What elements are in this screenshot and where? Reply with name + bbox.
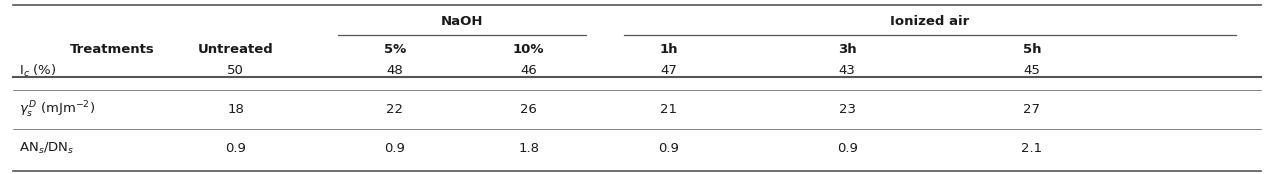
Text: 48: 48 (386, 64, 404, 77)
Text: 0.9: 0.9 (225, 142, 246, 155)
Text: 23: 23 (838, 103, 856, 116)
Text: 0.9: 0.9 (659, 142, 679, 155)
Text: 47: 47 (660, 64, 678, 77)
Text: 0.9: 0.9 (385, 142, 405, 155)
Text: 22: 22 (386, 103, 404, 116)
Text: 26: 26 (520, 103, 538, 116)
Text: 5%: 5% (383, 43, 406, 56)
Text: 1h: 1h (660, 43, 678, 56)
Text: 3h: 3h (838, 43, 856, 56)
Text: 0.9: 0.9 (837, 142, 857, 155)
Text: I$_c$ (%): I$_c$ (%) (19, 62, 56, 78)
Text: 18: 18 (227, 103, 245, 116)
Text: NaOH: NaOH (441, 15, 483, 28)
Text: 46: 46 (520, 64, 538, 77)
Text: 21: 21 (660, 103, 678, 116)
Text: Untreated: Untreated (197, 43, 274, 56)
Text: Treatments: Treatments (70, 43, 155, 56)
Text: 27: 27 (1023, 103, 1041, 116)
Text: 50: 50 (227, 64, 245, 77)
Text: $\gamma$$_s^{\,D}$ (mJm$^{-2}$): $\gamma$$_s^{\,D}$ (mJm$^{-2}$) (19, 100, 96, 120)
Text: 43: 43 (838, 64, 856, 77)
Text: 10%: 10% (513, 43, 544, 56)
Text: 5h: 5h (1023, 43, 1041, 56)
Text: 45: 45 (1023, 64, 1041, 77)
Text: Ionized air: Ionized air (891, 15, 970, 28)
Text: AN$_s$/DN$_s$: AN$_s$/DN$_s$ (19, 141, 75, 156)
Text: 2.1: 2.1 (1022, 142, 1042, 155)
Text: 1.8: 1.8 (519, 142, 539, 155)
